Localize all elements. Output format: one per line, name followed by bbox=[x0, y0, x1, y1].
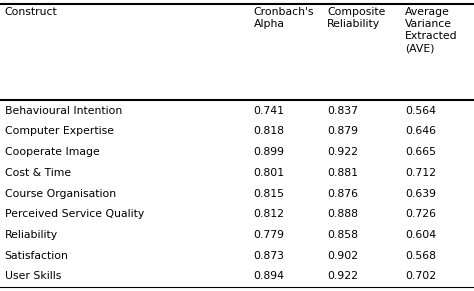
Text: Perceived Service Quality: Perceived Service Quality bbox=[5, 209, 144, 219]
Text: Cost & Time: Cost & Time bbox=[5, 168, 71, 178]
Text: 0.779: 0.779 bbox=[254, 230, 284, 240]
Text: Average
Variance
Extracted
(AVE): Average Variance Extracted (AVE) bbox=[405, 7, 458, 53]
Text: 0.922: 0.922 bbox=[327, 271, 358, 281]
Text: Construct: Construct bbox=[5, 7, 57, 17]
Text: 0.894: 0.894 bbox=[254, 271, 284, 281]
Text: 0.858: 0.858 bbox=[327, 230, 358, 240]
Text: 0.646: 0.646 bbox=[405, 126, 436, 136]
Text: 0.815: 0.815 bbox=[254, 189, 284, 198]
Text: Reliability: Reliability bbox=[5, 230, 58, 240]
Text: 0.726: 0.726 bbox=[405, 209, 436, 219]
Text: 0.879: 0.879 bbox=[327, 126, 358, 136]
Text: 0.881: 0.881 bbox=[327, 168, 358, 178]
Text: Composite
Reliability: Composite Reliability bbox=[327, 7, 385, 29]
Text: 0.604: 0.604 bbox=[405, 230, 437, 240]
Text: Satisfaction: Satisfaction bbox=[5, 251, 69, 261]
Text: Course Organisation: Course Organisation bbox=[5, 189, 116, 198]
Text: 0.922: 0.922 bbox=[327, 147, 358, 157]
Text: 0.568: 0.568 bbox=[405, 251, 436, 261]
Text: 0.837: 0.837 bbox=[327, 106, 358, 116]
Text: 0.702: 0.702 bbox=[405, 271, 437, 281]
Text: Cooperate Image: Cooperate Image bbox=[5, 147, 100, 157]
Text: 0.665: 0.665 bbox=[405, 147, 436, 157]
Text: 0.801: 0.801 bbox=[254, 168, 285, 178]
Text: Cronbach's
Alpha: Cronbach's Alpha bbox=[254, 7, 314, 29]
Text: 0.899: 0.899 bbox=[254, 147, 284, 157]
Text: 0.902: 0.902 bbox=[327, 251, 358, 261]
Text: User Skills: User Skills bbox=[5, 271, 61, 281]
Text: 0.888: 0.888 bbox=[327, 209, 358, 219]
Text: 0.812: 0.812 bbox=[254, 209, 284, 219]
Text: 0.712: 0.712 bbox=[405, 168, 436, 178]
Text: 0.876: 0.876 bbox=[327, 189, 358, 198]
Text: 0.873: 0.873 bbox=[254, 251, 284, 261]
Text: 0.818: 0.818 bbox=[254, 126, 284, 136]
Text: 0.639: 0.639 bbox=[405, 189, 436, 198]
Text: Computer Expertise: Computer Expertise bbox=[5, 126, 114, 136]
Text: 0.741: 0.741 bbox=[254, 106, 284, 116]
Text: 0.564: 0.564 bbox=[405, 106, 436, 116]
Text: Behavioural Intention: Behavioural Intention bbox=[5, 106, 122, 116]
